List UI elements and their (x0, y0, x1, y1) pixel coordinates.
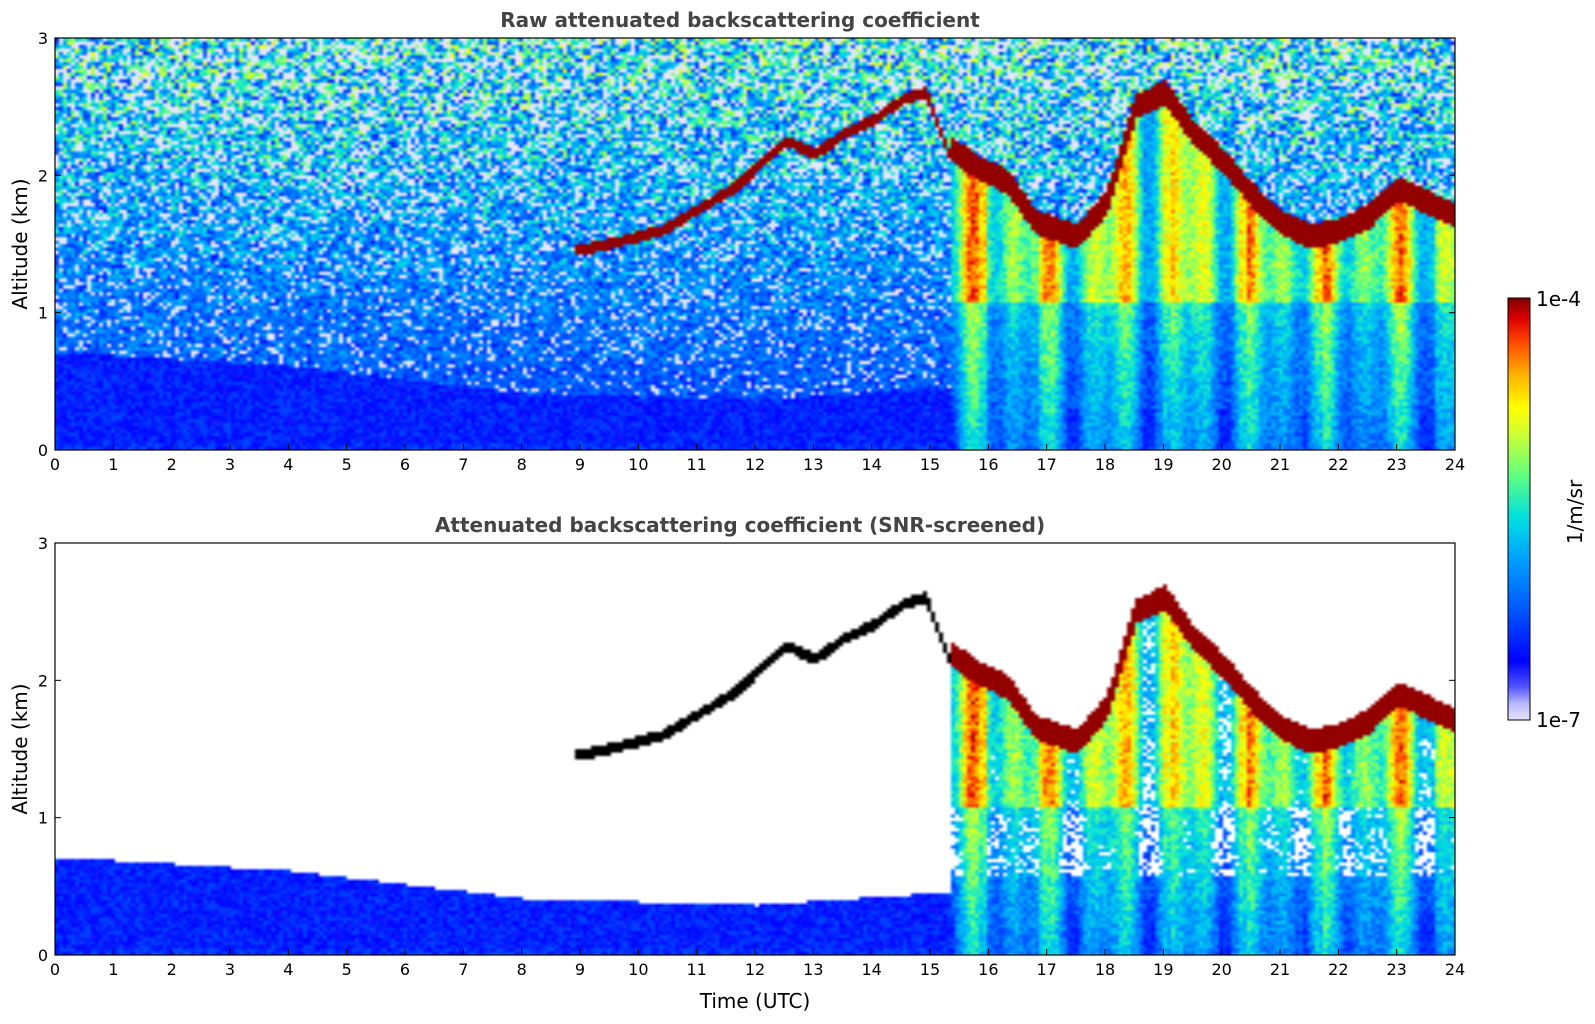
colorbar-min-label: 1e-7 (1536, 708, 1581, 732)
x-tick-label: 16 (978, 960, 998, 979)
x-tick-label: 1 (108, 455, 118, 474)
chart-title-raw: Raw attenuated backscattering coefficien… (500, 8, 980, 32)
x-tick-label: 23 (1386, 455, 1406, 474)
x-tick-label: 20 (1211, 455, 1231, 474)
x-tick-label: 6 (400, 960, 410, 979)
x-tick-label: 0 (50, 960, 60, 979)
x-axis-raw: 0 1 2 3 4 5 6 7 8 9 10 11 12 13 14 15 16 17 18 19 20 21 22 23 24 (50, 444, 1465, 474)
x-tick-label: 4 (283, 960, 293, 979)
heatmap-snr (55, 543, 1455, 955)
y-axis-label-snr: Altitude (km) (8, 683, 32, 814)
x-tick-label: 4 (283, 455, 293, 474)
panel-raw: Raw attenuated backscattering coefficien… (8, 8, 1465, 474)
y-tick-label: 0 (38, 441, 48, 460)
x-tick-label: 17 (1036, 960, 1056, 979)
x-tick-label: 11 (686, 960, 706, 979)
y-tick-label: 1 (38, 304, 48, 323)
y-tick-label: 3 (38, 534, 48, 553)
x-tick-label: 8 (517, 455, 527, 474)
y-axis-raw: 0 1 2 3 (38, 29, 1455, 460)
x-tick-label: 16 (978, 455, 998, 474)
colorbar-max-label: 1e-4 (1536, 287, 1581, 311)
y-tick-label: 0 (38, 946, 48, 965)
x-tick-label: 13 (803, 960, 823, 979)
x-tick-label: 8 (517, 960, 527, 979)
x-tick-label: 3 (225, 960, 235, 979)
x-tick-label: 2 (167, 455, 177, 474)
x-tick-label: 7 (458, 960, 468, 979)
x-tick-label: 17 (1036, 455, 1056, 474)
x-tick-label: 18 (1095, 455, 1115, 474)
x-tick-label: 11 (686, 455, 706, 474)
x-tick-label: 3 (225, 455, 235, 474)
x-tick-label: 0 (50, 455, 60, 474)
x-tick-label: 22 (1328, 960, 1348, 979)
x-tick-label: 18 (1095, 960, 1115, 979)
x-tick-label: 12 (745, 455, 765, 474)
x-tick-label: 5 (342, 960, 352, 979)
x-tick-label: 9 (575, 960, 585, 979)
heatmap-raw (55, 38, 1455, 450)
y-tick-label: 2 (38, 166, 48, 185)
y-tick-label: 1 (38, 809, 48, 828)
x-tick-label: 14 (861, 455, 881, 474)
x-tick-label: 1 (108, 960, 118, 979)
x-axis-label-snr: Time (UTC) (699, 989, 811, 1013)
y-axis-label-raw: Altitude (km) (8, 178, 32, 309)
colorbar-gradient (1507, 297, 1531, 721)
x-tick-label: 2 (167, 960, 177, 979)
chart-title-snr: Attenuated backscattering coefficient (S… (435, 513, 1045, 537)
colorbar: 1e-4 1e-7 1/m/sr (1507, 287, 1587, 732)
x-tick-label: 20 (1211, 960, 1231, 979)
x-tick-label: 24 (1445, 960, 1465, 979)
x-tick-label: 10 (628, 960, 648, 979)
x-tick-label: 13 (803, 455, 823, 474)
x-tick-label: 21 (1270, 960, 1290, 979)
x-tick-label: 15 (920, 455, 940, 474)
panel-snr: Attenuated backscattering coefficient (S… (8, 513, 1465, 1013)
y-tick-label: 2 (38, 671, 48, 690)
colorbar-label: 1/m/sr (1563, 479, 1587, 544)
x-tick-label: 15 (920, 960, 940, 979)
x-tick-label: 14 (861, 960, 881, 979)
x-tick-label: 12 (745, 960, 765, 979)
x-axis-snr: 0 1 2 3 4 5 6 7 8 9 10 11 12 13 14 15 16 17 18 19 20 21 22 23 24 (50, 949, 1465, 979)
x-tick-label: 6 (400, 455, 410, 474)
y-axis-snr: 0 1 2 3 (38, 534, 1455, 965)
x-tick-label: 19 (1153, 960, 1173, 979)
x-tick-label: 10 (628, 455, 648, 474)
x-tick-label: 7 (458, 455, 468, 474)
x-tick-label: 23 (1386, 960, 1406, 979)
x-tick-label: 19 (1153, 455, 1173, 474)
x-tick-label: 24 (1445, 455, 1465, 474)
x-tick-label: 21 (1270, 455, 1290, 474)
x-tick-label: 9 (575, 455, 585, 474)
x-tick-label: 22 (1328, 455, 1348, 474)
x-tick-label: 5 (342, 455, 352, 474)
y-tick-label: 3 (38, 29, 48, 48)
